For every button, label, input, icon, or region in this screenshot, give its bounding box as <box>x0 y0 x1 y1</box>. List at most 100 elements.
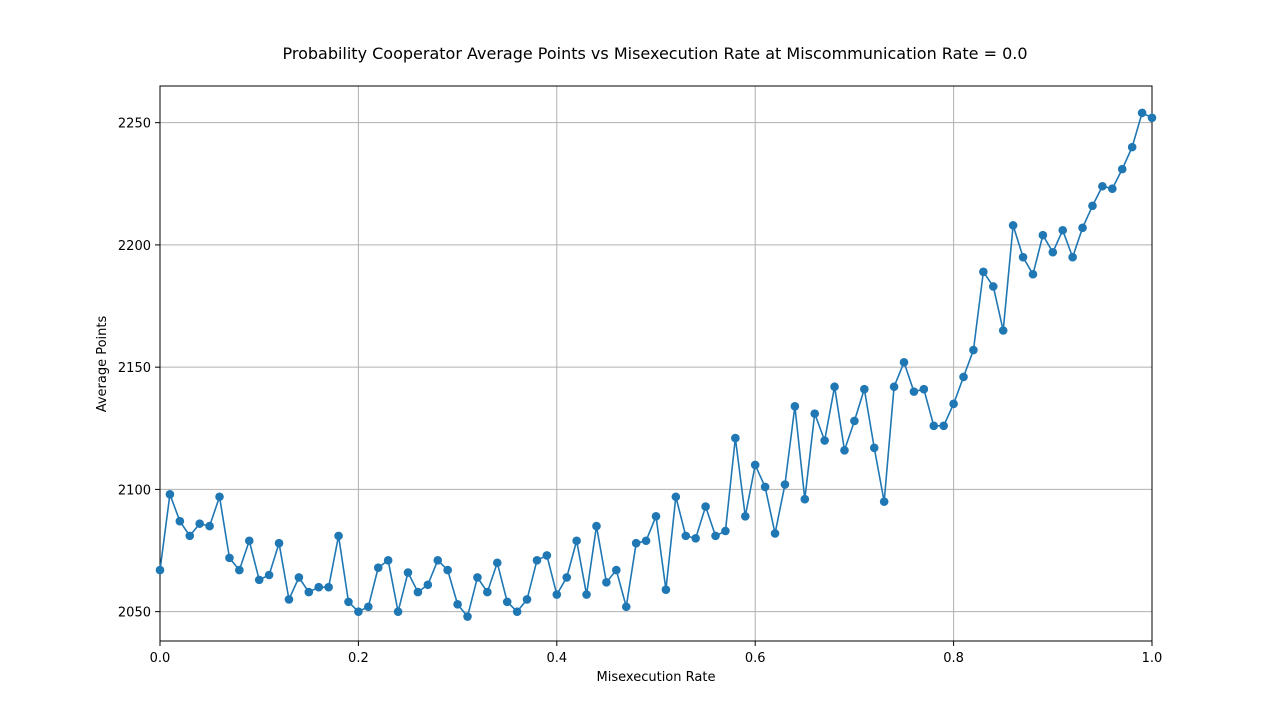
data-point <box>820 436 829 445</box>
data-point <box>780 480 790 489</box>
x-tick-label: 0.8 <box>943 651 964 666</box>
data-point <box>701 502 710 511</box>
data-point <box>661 585 671 594</box>
data-point <box>463 612 472 621</box>
data-point <box>185 531 195 541</box>
data-point <box>949 399 958 409</box>
plot-frame <box>159 85 1153 642</box>
data-point <box>602 578 611 587</box>
data-point <box>195 519 204 528</box>
x-tick-label: 0.4 <box>546 651 567 666</box>
data-point <box>334 531 343 541</box>
data-point <box>631 538 641 548</box>
data-point <box>304 587 314 597</box>
data-point <box>760 482 770 492</box>
data-point <box>582 590 591 599</box>
data-point <box>959 372 968 382</box>
x-axis-ticks: 0.0 0.2 0.4 0.6 0.8 1.0 <box>150 641 1163 666</box>
data-point <box>681 531 691 541</box>
data-point <box>1147 113 1157 123</box>
data-point <box>671 492 681 502</box>
data-point <box>909 387 919 396</box>
data-point <box>1058 225 1068 235</box>
data-point <box>979 267 988 277</box>
data-point <box>413 587 423 597</box>
data-point <box>641 536 651 546</box>
data-point <box>969 345 978 355</box>
x-tick-label: 1.0 <box>1142 651 1163 666</box>
data-point <box>721 526 730 536</box>
y-tick-label: 2150 <box>118 361 151 376</box>
data-point <box>1018 252 1028 262</box>
data-point <box>344 597 353 607</box>
data-point <box>274 538 284 548</box>
y-axis-ticks: 2050 2100 2150 2200 2250 <box>118 117 160 621</box>
data-point <box>1088 201 1097 211</box>
data-point <box>572 536 581 546</box>
data-point <box>433 556 443 565</box>
data-point <box>889 382 899 392</box>
data-point <box>542 551 552 560</box>
data-point <box>740 512 750 521</box>
x-tick-label: 0.0 <box>150 651 171 666</box>
y-tick-label: 2050 <box>118 606 151 621</box>
data-point <box>1078 223 1087 233</box>
data-point <box>492 558 502 568</box>
data-point <box>998 326 1008 335</box>
data-point <box>1127 142 1137 152</box>
data-point <box>1038 230 1048 240</box>
data-point <box>324 582 333 592</box>
data-point <box>165 490 175 499</box>
data-point <box>443 565 452 575</box>
data-point <box>1008 221 1018 230</box>
x-axis-label: Misexecution Rate <box>597 670 716 685</box>
data-point <box>512 607 522 616</box>
data-point <box>1048 247 1058 257</box>
data-point <box>354 607 363 616</box>
data-point <box>711 531 720 541</box>
data-point <box>850 416 859 426</box>
y-axis-label: Average Points <box>95 315 110 412</box>
data-point <box>205 521 214 531</box>
data-point <box>800 494 810 504</box>
data-point <box>929 421 939 431</box>
data-point <box>621 602 631 612</box>
data-point <box>879 497 889 506</box>
data-point <box>1108 184 1117 193</box>
data-point <box>651 512 661 521</box>
data-point <box>750 460 760 470</box>
data-point <box>562 573 572 582</box>
data-point <box>235 565 244 575</box>
data-point <box>1068 252 1077 262</box>
y-tick-label: 2100 <box>118 483 151 498</box>
data-point <box>1117 164 1127 174</box>
data-point <box>244 536 254 546</box>
data-point <box>453 600 462 609</box>
data-point <box>175 516 185 526</box>
data-point <box>364 602 373 612</box>
data-point <box>225 553 234 563</box>
grid-lines <box>159 86 1153 641</box>
data-point <box>254 575 264 585</box>
chart-title: Probability Cooperator Average Points vs… <box>282 44 1027 63</box>
data-point <box>314 582 324 592</box>
data-markers <box>155 108 1157 621</box>
data-point <box>939 421 948 431</box>
data-point <box>294 573 304 582</box>
data-point <box>373 563 383 572</box>
data-point <box>988 282 998 291</box>
y-tick-label: 2250 <box>118 117 151 132</box>
data-point <box>790 401 800 411</box>
data-point <box>869 443 879 453</box>
data-point <box>1137 108 1147 118</box>
data-point <box>215 492 224 502</box>
data-point <box>899 357 909 367</box>
data-point <box>1098 181 1107 191</box>
data-point <box>502 597 512 607</box>
data-point <box>393 607 403 616</box>
data-point <box>1028 269 1038 279</box>
data-point <box>552 590 562 599</box>
data-point <box>423 580 433 590</box>
data-point <box>860 384 869 394</box>
data-point <box>919 384 929 394</box>
